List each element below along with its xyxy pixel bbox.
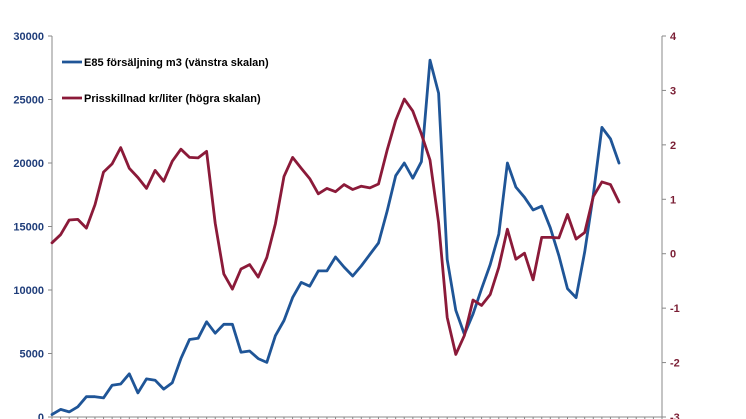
right-tick-label: 3 — [670, 85, 676, 97]
right-tick-label: -3 — [670, 412, 680, 419]
right-tick-label: -1 — [670, 303, 680, 315]
right-tick-label: 2 — [670, 140, 676, 152]
legend-label-2: Prisskillnad kr/liter (högra skalan) — [84, 93, 261, 105]
left-tick-label: 5000 — [20, 349, 44, 361]
series-line-1 — [50, 58, 621, 416]
left-tick-label: 0 — [38, 412, 44, 419]
left-tick-label: 10000 — [13, 285, 44, 297]
left-tick-label: 20000 — [13, 158, 44, 170]
legend-label-1: E85 försäljning m3 (vänstra skalan) — [84, 57, 269, 69]
left-tick-label: 30000 — [13, 31, 44, 43]
left-tick-label: 25000 — [13, 95, 44, 107]
series-line-2 — [50, 97, 621, 356]
right-tick-label: 4 — [670, 31, 677, 43]
left-tick-label: 15000 — [13, 222, 44, 234]
right-tick-label: -2 — [670, 358, 680, 370]
right-tick-label: 0 — [670, 249, 676, 261]
right-tick-label: 1 — [670, 194, 676, 206]
